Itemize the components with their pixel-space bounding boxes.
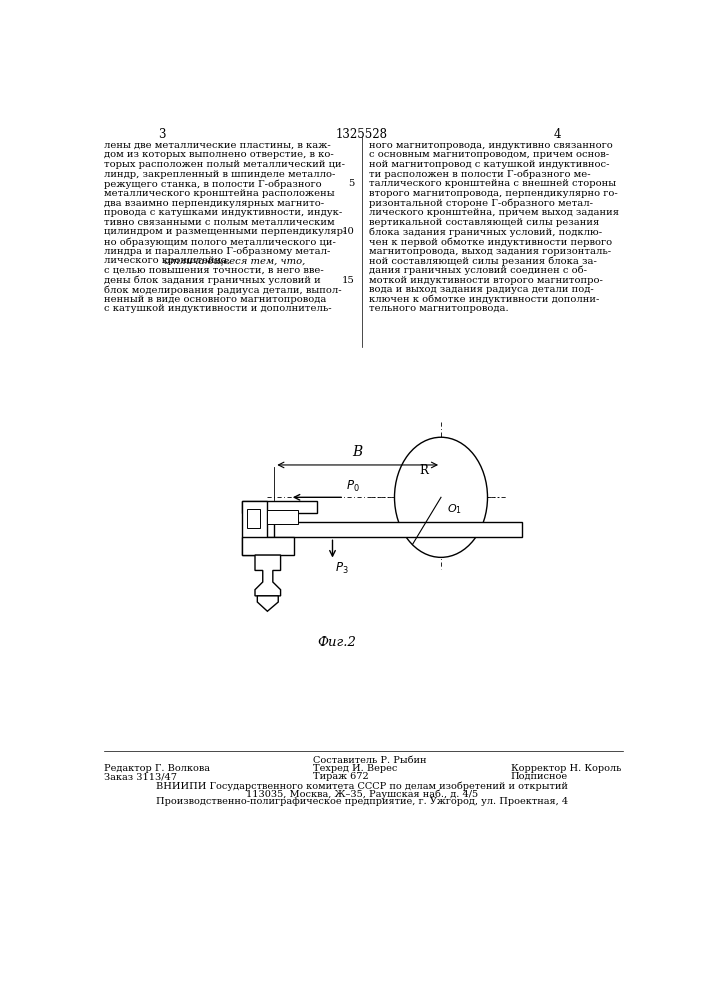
Bar bbox=[242, 501, 317, 513]
Ellipse shape bbox=[395, 437, 488, 557]
Text: таллического кронштейна с внешней стороны: таллического кронштейна с внешней сторон… bbox=[369, 179, 616, 188]
Text: 5: 5 bbox=[349, 179, 355, 188]
Text: отличающееся тем, что,: отличающееся тем, что, bbox=[165, 256, 305, 265]
Text: ненный в виде основного магнитопровода: ненный в виде основного магнитопровода bbox=[104, 295, 326, 304]
Text: режущего станка, в полости Г-образного: режущего станка, в полости Г-образного bbox=[104, 179, 322, 189]
Polygon shape bbox=[255, 555, 281, 596]
Text: чен к первой обмотке индуктивности первого: чен к первой обмотке индуктивности перво… bbox=[369, 237, 612, 247]
Text: вода и выход задания радиуса детали под-: вода и выход задания радиуса детали под- bbox=[369, 285, 594, 294]
Text: 1325528: 1325528 bbox=[336, 128, 388, 141]
Text: вертикальной составляющей силы резания: вертикальной составляющей силы резания bbox=[369, 218, 599, 227]
Text: ризонтальной стороне Г-образного метал-: ризонтальной стороне Г-образного метал- bbox=[369, 199, 593, 208]
Bar bbox=[242, 537, 293, 555]
Text: магнитопровода, выход задания горизонталь-: магнитопровода, выход задания горизонтал… bbox=[369, 247, 611, 256]
Text: Подписное: Подписное bbox=[510, 772, 568, 781]
Bar bbox=[247, 509, 260, 528]
Text: $Q_2$: $Q_2$ bbox=[270, 540, 286, 555]
Text: $O_1$: $O_1$ bbox=[448, 502, 462, 516]
Text: ной составляющей силы резания блока за-: ной составляющей силы резания блока за- bbox=[369, 256, 597, 266]
Text: Производственно-полиграфическое предприятие, г. Ужгород, ул. Проектная, 4: Производственно-полиграфическое предприя… bbox=[156, 797, 568, 806]
Text: лены две металлические пластины, в каж-: лены две металлические пластины, в каж- bbox=[104, 141, 331, 150]
Text: $P_0$: $P_0$ bbox=[346, 479, 359, 494]
Text: дом из которых выполнено отверстие, в ко-: дом из которых выполнено отверстие, в ко… bbox=[104, 150, 334, 159]
Text: ти расположен в полости Г-образного ме-: ти расположен в полости Г-образного ме- bbox=[369, 170, 590, 179]
Text: 3: 3 bbox=[158, 128, 165, 141]
Text: второго магнитопровода, перпендикулярно го-: второго магнитопровода, перпендикулярно … bbox=[369, 189, 618, 198]
Polygon shape bbox=[257, 596, 279, 611]
Text: торых расположен полый металлический ци-: торых расположен полый металлический ци- bbox=[104, 160, 345, 169]
Text: ВНИИПИ Государственного комитета СССР по делам изобретений и открытий: ВНИИПИ Государственного комитета СССР по… bbox=[156, 781, 568, 791]
Text: Составитель Р. Рыбин: Составитель Р. Рыбин bbox=[313, 756, 426, 765]
Text: $P_3$: $P_3$ bbox=[335, 560, 349, 576]
Bar bbox=[267, 522, 522, 537]
Text: ключен к обмотке индуктивности дополни-: ключен к обмотке индуктивности дополни- bbox=[369, 295, 600, 304]
Text: лического кронштейна,: лического кронштейна, bbox=[104, 256, 233, 265]
Text: тельного магнитопровода.: тельного магнитопровода. bbox=[369, 304, 508, 313]
Text: 15: 15 bbox=[342, 276, 355, 285]
Text: линдр, закрепленный в шпинделе металло-: линдр, закрепленный в шпинделе металло- bbox=[104, 170, 335, 179]
Text: лического кронштейна, причем выход задания: лического кронштейна, причем выход задан… bbox=[369, 208, 619, 217]
Text: B: B bbox=[353, 445, 363, 459]
Text: два взаимно перпендикулярных магнито-: два взаимно перпендикулярных магнито- bbox=[104, 199, 324, 208]
Text: линдра и параллельно Г-образному метал-: линдра и параллельно Г-образному метал- bbox=[104, 247, 330, 256]
Text: с основным магнитопроводом, причем основ-: с основным магнитопроводом, причем основ… bbox=[369, 150, 609, 159]
Text: тивно связанными с полым металлическим: тивно связанными с полым металлическим bbox=[104, 218, 334, 227]
Text: Корректор Н. Король: Корректор Н. Король bbox=[510, 764, 621, 773]
Text: 10: 10 bbox=[342, 227, 355, 236]
Text: дания граничных условий соединен с об-: дания граничных условий соединен с об- bbox=[369, 266, 587, 275]
Text: дены блок задания граничных условий и: дены блок задания граничных условий и bbox=[104, 276, 321, 285]
Text: Заказ 3113/47: Заказ 3113/47 bbox=[104, 772, 177, 781]
Bar bbox=[267, 510, 298, 524]
Bar bbox=[257, 513, 274, 537]
Text: R: R bbox=[419, 464, 428, 477]
Text: Техред И. Верес: Техред И. Верес bbox=[313, 764, 397, 773]
Text: 4: 4 bbox=[554, 128, 561, 141]
Text: но образующим полого металлического ци-: но образующим полого металлического ци- bbox=[104, 237, 336, 247]
Text: с катушкой индуктивности и дополнитель-: с катушкой индуктивности и дополнитель- bbox=[104, 304, 332, 313]
Text: блока задания граничных условий, подклю-: блока задания граничных условий, подклю- bbox=[369, 227, 602, 237]
Text: ного магнитопровода, индуктивно связанного: ного магнитопровода, индуктивно связанно… bbox=[369, 141, 613, 150]
Text: Фиг.2: Фиг.2 bbox=[317, 636, 356, 649]
Text: ной магнитопровод с катушкой индуктивнос-: ной магнитопровод с катушкой индуктивнос… bbox=[369, 160, 609, 169]
Text: Редактор Г. Волкова: Редактор Г. Волкова bbox=[104, 764, 210, 773]
Text: моткой индуктивности второго магнитопро-: моткой индуктивности второго магнитопро- bbox=[369, 276, 603, 285]
Text: с целью повышения точности, в него вве-: с целью повышения точности, в него вве- bbox=[104, 266, 324, 275]
Text: блок моделирования радиуса детали, выпол-: блок моделирования радиуса детали, выпол… bbox=[104, 285, 341, 295]
Bar bbox=[242, 501, 267, 555]
Text: Тираж 672: Тираж 672 bbox=[313, 772, 369, 781]
Text: металлического кронштейна расположены: металлического кронштейна расположены bbox=[104, 189, 334, 198]
Text: провода с катушками индуктивности, индук-: провода с катушками индуктивности, индук… bbox=[104, 208, 342, 217]
Text: цилиндром и размещенными перпендикуляр-: цилиндром и размещенными перпендикуляр- bbox=[104, 227, 346, 236]
Text: 113035, Москва, Ж–35, Раушская наб., д. 4/5: 113035, Москва, Ж–35, Раушская наб., д. … bbox=[246, 789, 478, 799]
Text: $M_2$: $M_2$ bbox=[267, 513, 284, 528]
